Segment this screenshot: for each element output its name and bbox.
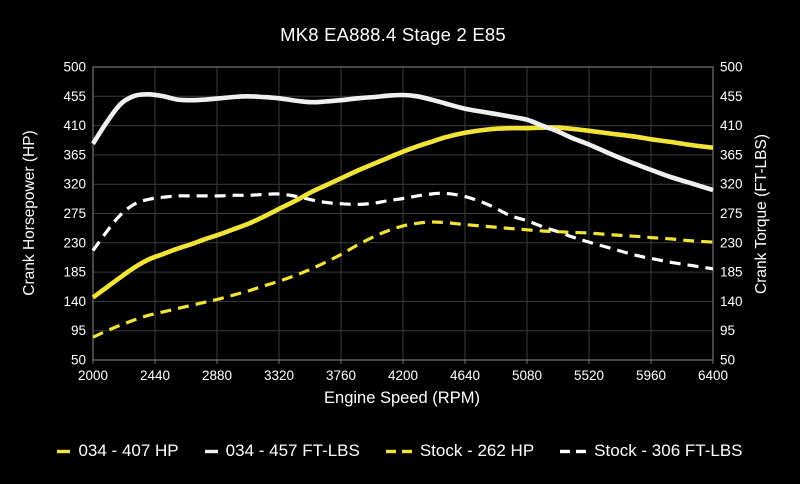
x-tick-label: 5080 (512, 368, 542, 383)
chart-title: MK8 EA888.4 Stage 2 E85 (280, 24, 506, 45)
y-tick-label-left: 50 (71, 353, 86, 368)
y-tick-label-left: 140 (63, 294, 86, 309)
legend-label: 034 - 407 HP (78, 441, 179, 460)
series-stock-306-ft-lbs (91, 191, 714, 271)
legend-label: Stock - 262 HP (419, 441, 535, 460)
y-tick-label-right: 185 (720, 265, 743, 280)
y-axis-label-right: Crank Torque (FT-LBS) (753, 134, 770, 294)
series-034-407-hp (91, 125, 714, 300)
x-tick-label: 6400 (698, 368, 728, 383)
legend-item: Stock - 306 FT-LBS (560, 441, 743, 461)
x-tick-label: 2000 (78, 368, 108, 383)
y-tick-label-left: 500 (63, 60, 86, 75)
x-tick-label: 3760 (326, 368, 356, 383)
dashed-line-swatch (385, 449, 412, 453)
y-tick-label-right: 275 (720, 206, 743, 221)
dashed-line-swatch (560, 449, 587, 453)
x-tick-label: 4640 (450, 368, 480, 383)
y-tick-label-left: 230 (63, 235, 86, 250)
y-tick-label-right: 50 (720, 353, 735, 368)
legend-item: 034 - 407 HP (57, 441, 179, 461)
y-tick-label-left: 410 (63, 118, 86, 133)
y-tick-label-left: 455 (63, 89, 86, 104)
y-tick-label-left: 95 (71, 323, 86, 338)
y-tick-label-left: 275 (63, 206, 86, 221)
y-tick-label-right: 365 (720, 147, 743, 162)
y-tick-label-left: 185 (63, 265, 86, 280)
legend-item: Stock - 262 HP (385, 441, 535, 461)
x-axis-label: Engine Speed (RPM) (324, 389, 480, 407)
legend-label: 034 - 457 FT-LBS (225, 441, 360, 460)
y-tick-label-right: 455 (720, 89, 743, 104)
series-034-457-ft-lbs (91, 91, 714, 193)
solid-line-swatch (204, 449, 218, 453)
y-tick-label-right: 95 (720, 323, 735, 338)
x-tick-label: 5520 (574, 368, 604, 383)
y-tick-label-right: 230 (720, 235, 743, 250)
y-tick-label-right: 500 (720, 60, 743, 75)
solid-line-swatch (57, 449, 71, 453)
y-tick-label-left: 320 (63, 177, 86, 192)
x-tick-label: 5960 (636, 368, 666, 383)
legend-label: Stock - 306 FT-LBS (594, 441, 743, 460)
y-axis-label-left: Crank Horsepower (HP) (21, 130, 38, 295)
x-tick-label: 2440 (140, 368, 170, 383)
y-tick-label-right: 320 (720, 177, 743, 192)
legend-item: 034 - 457 FT-LBS (204, 441, 360, 461)
legend: 034 - 407 HP 034 - 457 FT-LBS Stock - 262 … (0, 436, 800, 466)
x-tick-label: 3320 (264, 368, 294, 383)
y-tick-label-right: 410 (720, 118, 743, 133)
x-tick-label: 4200 (388, 368, 418, 383)
y-tick-label-right: 140 (720, 294, 743, 309)
y-tick-label-left: 365 (63, 147, 86, 162)
series-stock-262-hp (92, 220, 714, 339)
x-tick-label: 2880 (202, 368, 232, 383)
